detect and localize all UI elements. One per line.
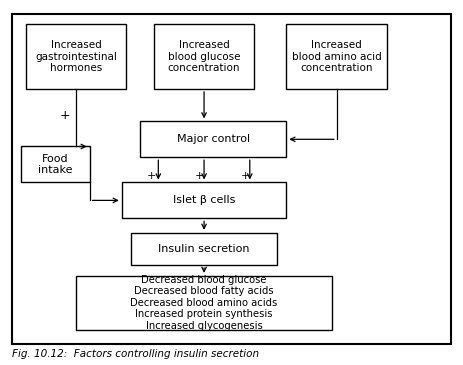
Text: Fig. 10.12:  Factors controlling insulin secretion: Fig. 10.12: Factors controlling insulin … <box>12 349 259 360</box>
Bar <box>287 24 387 89</box>
Bar <box>154 24 254 89</box>
Bar <box>122 182 287 218</box>
Text: Increased
blood glucose
concentration: Increased blood glucose concentration <box>168 40 240 73</box>
Text: Islet β cells: Islet β cells <box>173 195 235 205</box>
Bar <box>140 121 287 157</box>
Bar <box>25 24 126 89</box>
Text: Increased
gastrointestinal
hormones: Increased gastrointestinal hormones <box>35 40 117 73</box>
Text: +: + <box>147 170 156 181</box>
Text: +: + <box>241 170 250 181</box>
Text: Major control: Major control <box>177 134 250 144</box>
Text: Insulin secretion: Insulin secretion <box>158 244 250 254</box>
Text: Food
intake: Food intake <box>38 154 73 175</box>
Bar <box>21 146 90 182</box>
Text: Decreased blood glucose
Decreased blood fatty acids
Decreased blood amino acids
: Decreased blood glucose Decreased blood … <box>131 274 278 331</box>
Bar <box>131 233 277 265</box>
Text: +: + <box>59 110 70 122</box>
Text: +: + <box>195 170 204 181</box>
Text: Increased
blood amino acid
concentration: Increased blood amino acid concentration <box>292 40 382 73</box>
Bar <box>76 276 332 330</box>
